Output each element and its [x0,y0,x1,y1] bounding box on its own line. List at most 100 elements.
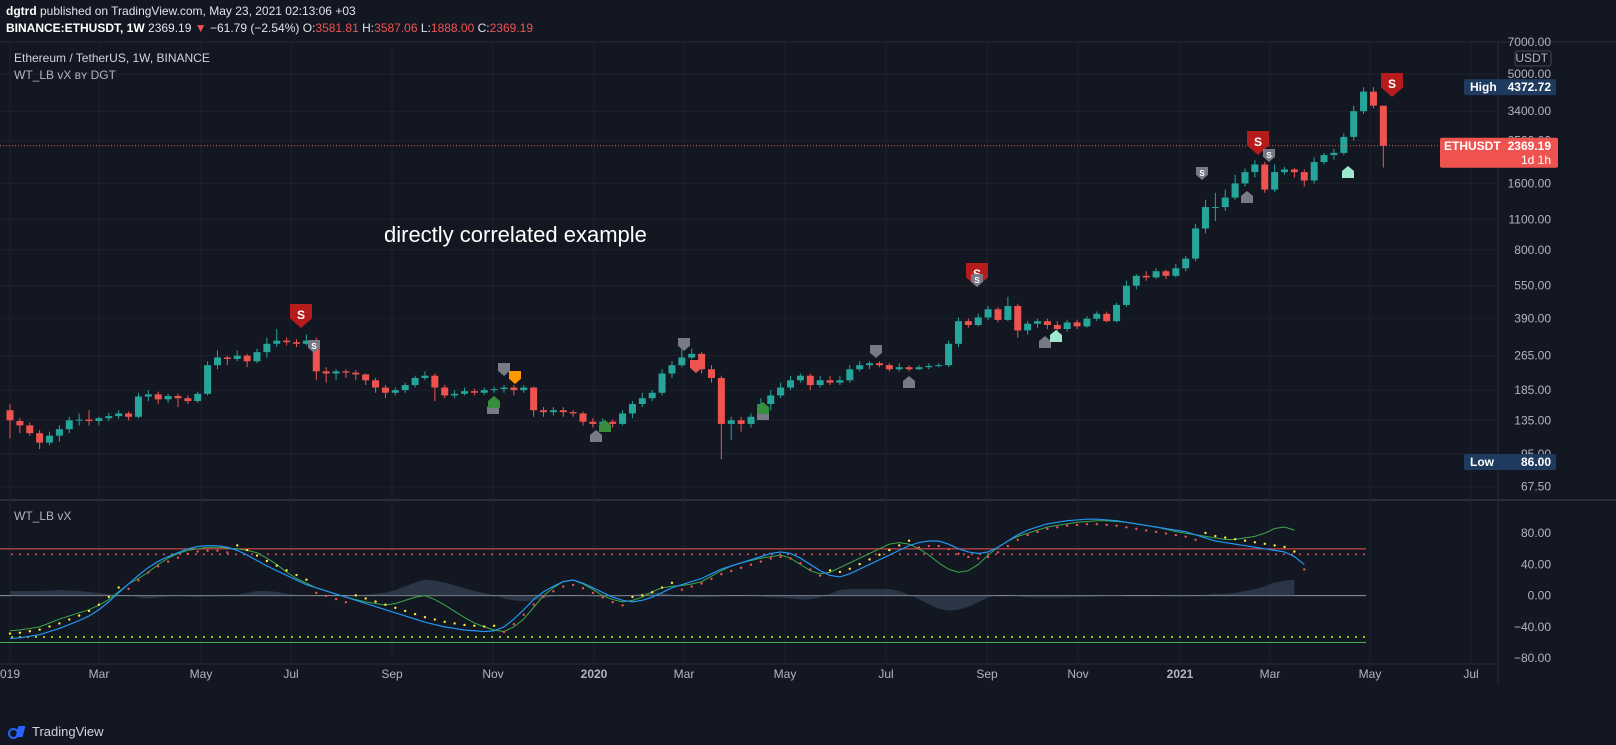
signal-dot [226,551,229,554]
overbought-dot [1179,553,1181,556]
signal-dot [186,552,190,556]
shield-letter: S [1266,151,1272,160]
overbought-dot [747,553,749,556]
oversold-dot [587,636,589,639]
oversold-dot [411,636,413,639]
high-label: H: [362,21,375,35]
candle [1231,174,1239,200]
overbought-dot [811,553,813,556]
candle [154,391,162,405]
oversold-dot [475,636,477,639]
candle [441,385,449,399]
candle [974,313,982,327]
overbought-dot [267,553,269,556]
candle-body [1083,318,1091,327]
candle [46,431,54,446]
oversold-dot [419,636,421,639]
oscillator-legend[interactable]: WT_LB vX [14,509,72,523]
signal-dot [1135,527,1138,531]
candle [688,348,696,360]
oversold-dot [1315,636,1317,639]
signal-dot [1293,550,1296,553]
oversold-dot [1003,636,1005,639]
candle [263,337,271,358]
candle [658,369,666,396]
indicator-legend[interactable]: WT_LB vX ʙʏ DGT [14,68,116,82]
oversold-dot [595,636,597,639]
candle-body [421,375,429,378]
candle-body [451,393,459,396]
candle-body [36,433,44,443]
candle [194,391,202,403]
overbought-dot [227,553,229,556]
candle [362,373,370,386]
chart-annotation: directly correlated example [384,222,647,247]
oversold-dot [1355,636,1357,639]
pair-legend[interactable]: Ethereum / TetherUS, 1W, BINANCE [14,51,210,65]
oversold-dot [1155,636,1157,639]
oversold-dot [1299,636,1301,639]
oversold-dot [459,636,461,639]
overbought-dot [1195,553,1197,556]
overbought-dot [315,553,317,556]
overbought-dot [1155,553,1157,556]
signal-dot [631,595,634,599]
oversold-dot [851,636,853,639]
candle-body [609,421,617,424]
signal-dot [888,548,891,552]
overbought-dot [1107,553,1109,556]
signal-dot [1233,537,1237,541]
oversold-dot [931,636,933,639]
overbought-dot [507,553,509,556]
candle-body [95,418,103,422]
overbought-dot [363,553,365,556]
osc-tick-label: −40.00 [1514,620,1551,634]
signal-dot [937,544,940,548]
overbought-dot [1259,553,1261,556]
oversold-dot [1347,636,1349,639]
overbought-dot [739,553,741,556]
overbought-dot [611,553,613,556]
shield-letter: S [974,276,980,285]
oversold-dot [579,636,581,639]
overbought-dot [91,553,93,556]
publisher-name[interactable]: dgtrd [6,4,37,18]
oversold-dot [1267,636,1269,639]
candle [372,377,380,393]
signal-dot [1145,529,1148,532]
overbought-dot [27,553,29,556]
signal-dot [374,600,377,603]
overbought-dot [195,553,197,556]
signal-dot [1105,523,1108,527]
oversold-dot [1211,636,1213,639]
signal-dot [147,571,150,574]
overbought-dot [819,553,821,556]
oversold-dot [995,636,997,639]
signal-dot [542,595,545,598]
ohlc-line: BINANCE:ETHUSDT, 1W 2369.19 ▼ −61.79 (−2… [6,21,533,35]
overbought-dot [19,553,21,556]
chart-canvas[interactable]: 7000.005000.003400.002500.001600.001100.… [0,0,1616,690]
candle [460,387,468,396]
signal-dot [117,586,120,589]
overbought-dot [995,553,997,556]
oversold-dot [1091,636,1093,639]
oversold-dot [835,636,837,639]
overbought-dot [1123,553,1125,556]
candle [293,339,301,348]
signal-dot [38,628,41,631]
signal-dot [1253,541,1257,544]
overbought-dot [75,553,77,556]
footer-brand[interactable]: TradingView [8,724,104,739]
candle [431,373,439,402]
signal-shield [509,371,521,384]
signal-dot [1174,533,1178,537]
signal-dot [591,591,595,595]
signal-dot [295,573,298,577]
overbought-dot [675,553,677,556]
candle [342,369,350,378]
candle [1142,271,1150,281]
oversold-dot [395,636,397,639]
signal-dot [571,583,575,587]
signal-dot [305,578,308,581]
